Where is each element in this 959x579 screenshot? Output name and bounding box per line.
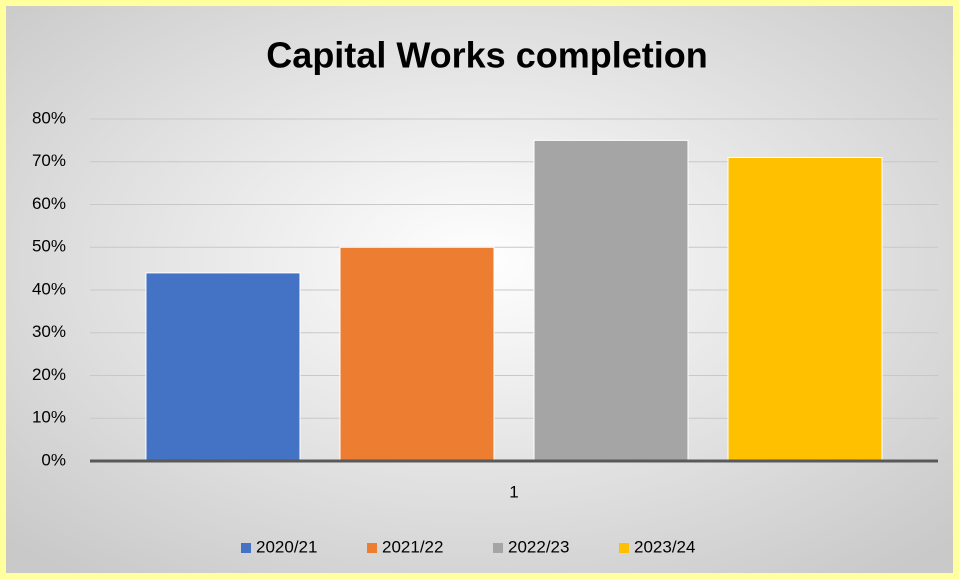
y-tick-label: 50% [32,237,66,256]
bar [533,139,689,462]
y-tick-label: 30% [32,322,66,341]
y-tick-label: 60% [32,194,66,213]
legend-label: 2023/24 [634,537,695,556]
y-tick-label: 70% [32,151,66,170]
y-tick-label: 10% [32,408,66,427]
legend-swatch [367,543,377,553]
y-tick-label: 0% [41,450,66,469]
legend-swatch [493,543,503,553]
legend-swatch [241,543,251,553]
legend-label: 2021/22 [382,537,443,556]
legend-label: 2020/21 [256,537,317,556]
y-tick-label: 80% [32,108,66,127]
bar [145,272,301,462]
chart-title: Capital Works completion [266,35,707,76]
x-tick-label: 1 [509,482,518,501]
legend-label: 2022/23 [508,537,569,556]
legend-swatch [619,543,629,553]
y-tick-label: 20% [32,365,66,384]
bar [339,246,495,462]
bar [727,156,883,462]
y-tick-label: 40% [32,279,66,298]
